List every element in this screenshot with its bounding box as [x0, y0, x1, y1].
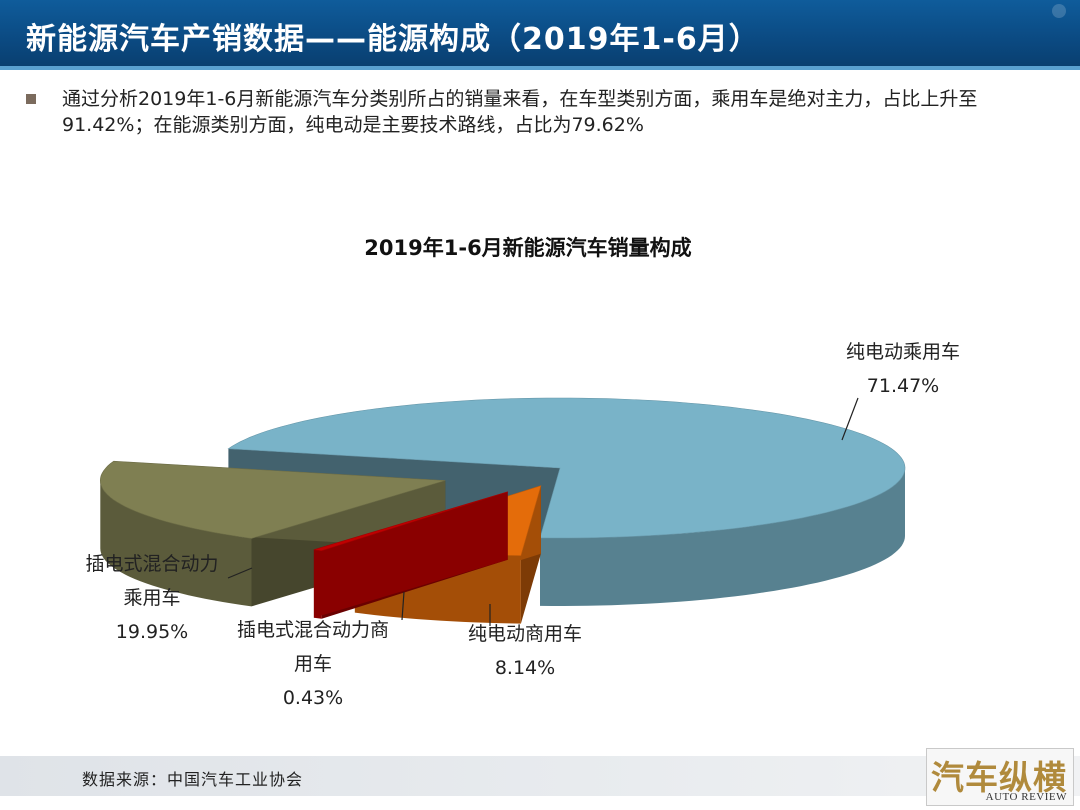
pie-slice-3	[313, 491, 508, 619]
summary-paragraph: 通过分析2019年1-6月新能源汽车分类别所占的销量来看，在车型类别方面，乘用车…	[26, 86, 1056, 138]
data-label-name: 纯电动商用车	[468, 623, 582, 645]
pie-slice-top	[313, 491, 508, 552]
pie-slice-side	[313, 549, 322, 619]
data-label-value: 19.95%	[116, 621, 188, 643]
data-label-value: 0.43%	[283, 687, 343, 709]
pie-slice-wall	[313, 491, 508, 618]
square-bullet-icon	[26, 94, 36, 104]
logo-english-text: AUTO REVIEW	[985, 791, 1067, 803]
pie-slice-top	[99, 460, 446, 539]
data-label-value: 71.47%	[867, 375, 939, 397]
pie-slice-side	[540, 468, 905, 606]
leader-line	[401, 591, 405, 621]
leader-line	[227, 567, 253, 579]
data-source: 数据来源：中国汽车工业协会	[82, 770, 304, 789]
summary-text: 通过分析2019年1-6月新能源汽车分类别所占的销量来看，在车型类别方面，乘用车…	[62, 88, 978, 136]
data-label-name: 插电式混合动力商	[237, 619, 389, 641]
brand-logo: 汽车纵横 AUTO REVIEW	[926, 748, 1074, 806]
data-label-name: 纯电动乘用车	[846, 341, 960, 363]
title-bar: 新能源汽车产销数据——能源构成（2019年1-6月）	[0, 0, 1080, 70]
data-label-name: 用车	[294, 653, 332, 675]
chart-title: 2019年1-6月新能源汽车销量构成	[364, 236, 692, 260]
pie-slice-side	[100, 480, 252, 607]
logo-chinese-text: 汽车纵横	[931, 758, 1067, 797]
page-title: 新能源汽车产销数据——能源构成（2019年1-6月）	[26, 22, 760, 57]
pie-slice-4	[99, 460, 446, 607]
data-label-name: 乘用车	[123, 587, 180, 609]
corner-decoration	[1052, 4, 1066, 18]
data-label-name: 插电式混合动力	[85, 553, 218, 575]
pie-slice-top	[227, 397, 906, 539]
footer-bar	[0, 756, 1080, 796]
data-label-value: 8.14%	[495, 657, 555, 679]
leader-line	[841, 397, 859, 441]
